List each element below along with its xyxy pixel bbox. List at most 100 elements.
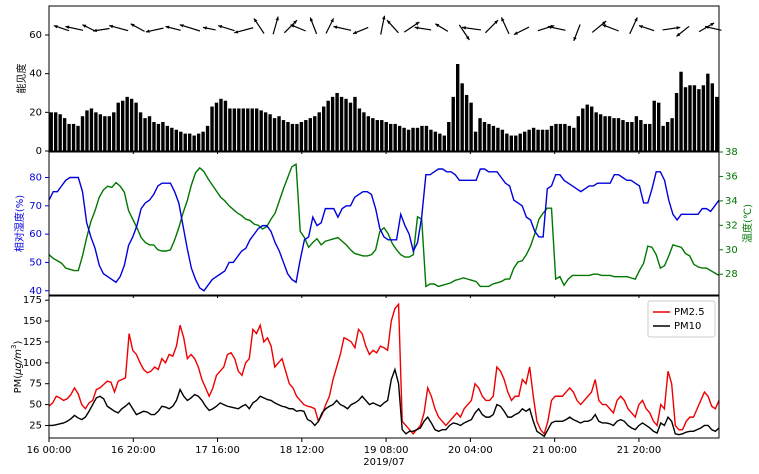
wind-arrow-head xyxy=(676,26,681,30)
visibility-bar xyxy=(286,122,290,151)
visibility-bar xyxy=(661,125,665,151)
pm-ylabel-part: 3 xyxy=(10,345,18,349)
humidity-ytick-label: 60 xyxy=(29,229,42,240)
visibility-bar xyxy=(433,131,438,151)
visibility-bar xyxy=(598,114,603,151)
legend-box xyxy=(647,300,716,338)
visibility-bar xyxy=(308,118,312,151)
visibility-bar xyxy=(210,106,214,151)
visibility-ytick-label: 40 xyxy=(29,69,42,80)
visibility-bar xyxy=(196,133,201,151)
visibility-bar xyxy=(259,110,263,151)
wind-arrow-head xyxy=(165,25,170,30)
visibility-bar xyxy=(558,123,563,151)
visibility-bar xyxy=(648,123,652,151)
visibility-bar xyxy=(549,125,554,151)
visibility-bar xyxy=(277,116,281,151)
visibility-bar xyxy=(89,108,94,151)
visibility-bar xyxy=(536,129,540,151)
visibility-bar xyxy=(152,122,156,151)
visibility-bar xyxy=(103,116,107,151)
x-tick-label: 21 20:00 xyxy=(617,445,662,456)
x-tick-label: 17 16:00 xyxy=(195,445,240,456)
visibility-bar xyxy=(348,102,353,151)
temperature-ytick-label: 36 xyxy=(725,171,738,182)
wind-arrow-head xyxy=(130,23,135,28)
visibility-bar xyxy=(380,120,384,151)
wind-arrow-head xyxy=(290,24,295,28)
pm-ylabel-part: ) xyxy=(13,341,24,345)
visibility-bar xyxy=(214,102,219,151)
visibility-bar xyxy=(478,118,482,151)
visibility-bar xyxy=(156,123,161,151)
legend-entry: PM2.5 xyxy=(674,307,705,318)
visibility-bar xyxy=(281,120,286,151)
visibility-bar xyxy=(107,116,111,151)
pm-ylabel-part: PM( xyxy=(13,375,24,394)
visibility-bar xyxy=(143,118,147,151)
visibility-bar xyxy=(76,125,80,151)
visibility-bar xyxy=(322,106,326,151)
visibility-bar xyxy=(366,116,371,151)
visibility-bar xyxy=(121,100,125,151)
visibility-bar xyxy=(451,96,455,151)
visibility-bar xyxy=(527,129,531,151)
visibility-bar xyxy=(442,135,446,151)
visibility-bar xyxy=(424,125,429,151)
visibility-bar xyxy=(514,135,518,151)
wind-arrow-head xyxy=(293,20,297,24)
temperature-ytick-label: 28 xyxy=(725,269,738,280)
visibility-bar xyxy=(429,129,433,151)
wind-arrow-head xyxy=(109,24,114,29)
visibility-bar xyxy=(255,108,259,151)
temperature-ytick-label: 34 xyxy=(725,196,738,207)
visibility-bar xyxy=(67,123,71,151)
wind-arrow-head xyxy=(710,22,715,27)
humidity-ytick-label: 70 xyxy=(29,201,42,212)
visibility-bar xyxy=(98,114,103,151)
wind-arrow-head xyxy=(465,36,470,40)
wind-arrow-head xyxy=(218,24,223,29)
visibility-bar xyxy=(129,98,134,151)
visibility-bar xyxy=(616,118,621,151)
wind-arrow-head xyxy=(638,25,643,29)
humidity-ylabel: 相对湿度(%) xyxy=(13,195,26,252)
pm-ytick-label: 75 xyxy=(29,379,42,390)
visibility-bar xyxy=(389,123,393,151)
visibility-bar xyxy=(554,123,558,151)
visibility-bar xyxy=(688,85,692,151)
visibility-bar xyxy=(464,94,469,151)
visibility-bar xyxy=(402,127,406,151)
wind-arrow-head xyxy=(547,25,552,29)
visibility-bar xyxy=(496,127,500,151)
wind-arrow-head xyxy=(333,25,338,29)
visibility-bar xyxy=(268,114,272,151)
visibility-bar xyxy=(563,123,567,151)
wind-arrow-head xyxy=(275,16,279,21)
visibility-bar xyxy=(612,118,616,151)
wind-arrow-head xyxy=(462,26,466,30)
visibility-bar xyxy=(237,108,241,151)
visibility-bar xyxy=(487,123,491,151)
visibility-bar xyxy=(80,116,85,151)
visibility-bar xyxy=(362,112,366,151)
temperature-line xyxy=(48,163,720,288)
wind-arrow-head xyxy=(494,20,498,24)
visibility-bar xyxy=(228,108,232,151)
visibility-bar xyxy=(201,131,205,151)
visibility-bar xyxy=(344,98,348,151)
pm-axes-frame xyxy=(48,295,720,439)
visibility-bar xyxy=(590,106,594,151)
humidity-temperature-panel: 40 50 60 70 80 28 30 32 34 36 38 相对湿度(%) 温度(℃) xyxy=(13,147,754,298)
visibility-bar xyxy=(460,83,464,151)
visibility-bar xyxy=(116,102,120,151)
visibility-bar xyxy=(174,129,178,151)
wind-arrow-head xyxy=(179,24,184,28)
visibility-ylabel: 能见度 xyxy=(15,64,28,94)
visibility-bar xyxy=(509,135,513,151)
wind-arrow-head xyxy=(634,17,638,22)
visibility-bar xyxy=(482,122,487,151)
visibility-bar xyxy=(581,108,585,151)
visibility-bar xyxy=(411,127,415,151)
